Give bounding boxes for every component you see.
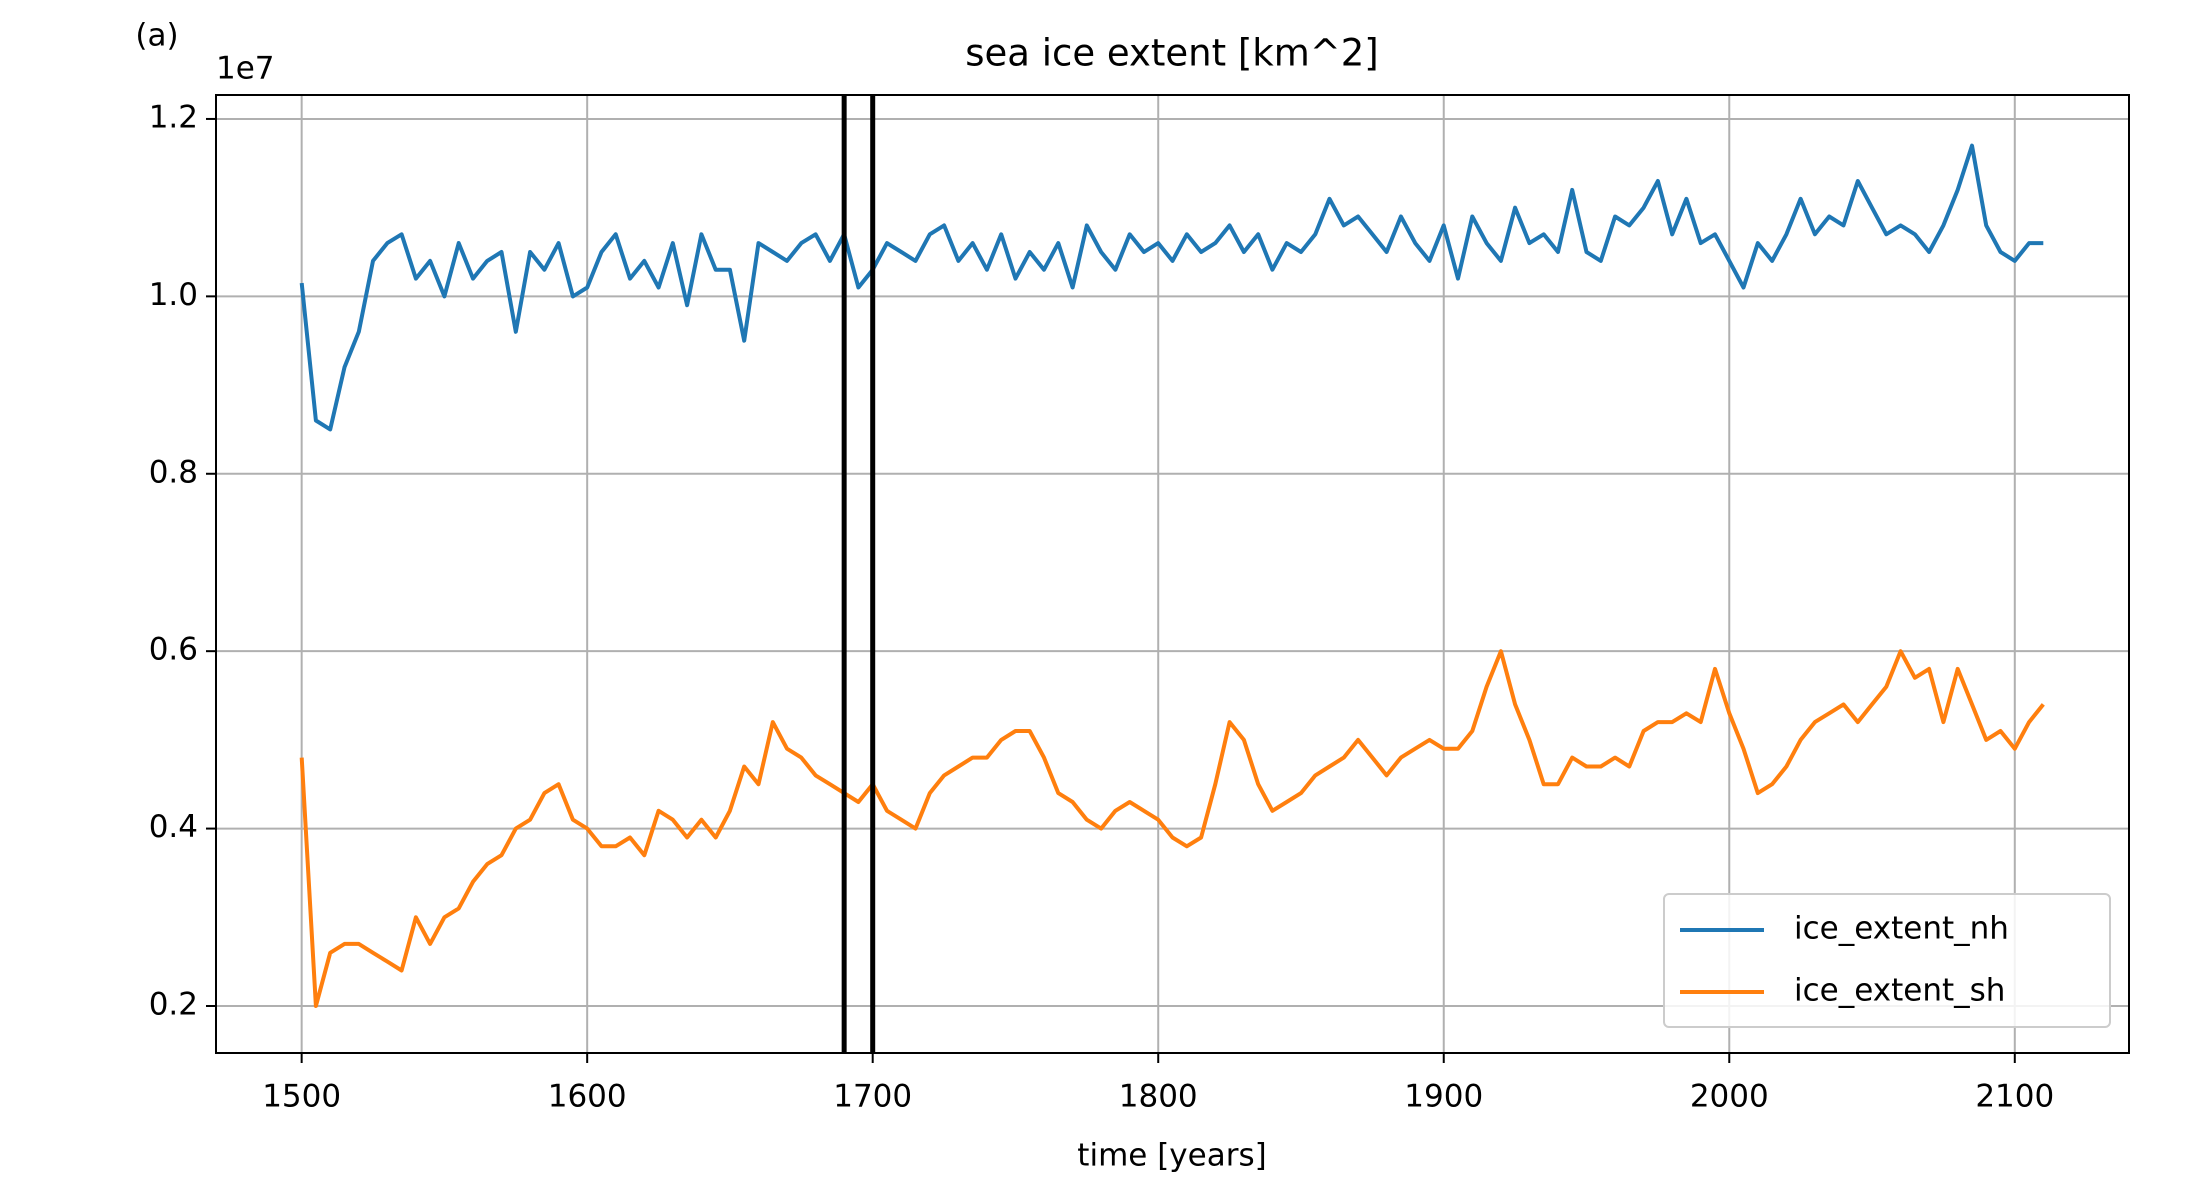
x-tick-label: 2000 xyxy=(1690,1079,1769,1115)
legend-label: ice_extent_nh xyxy=(1794,911,2009,947)
x-tick-label: 1500 xyxy=(262,1079,341,1115)
panel-label: (a) xyxy=(135,18,178,54)
x-tick-label: 1700 xyxy=(833,1079,912,1115)
y-tick-label: 0.2 xyxy=(149,986,198,1022)
y-tick-label: 0.8 xyxy=(149,454,198,490)
y-tick-label: 1.2 xyxy=(149,99,198,135)
legend-label: ice_extent_sh xyxy=(1794,973,2005,1009)
y-tick-label: 0.4 xyxy=(149,809,198,845)
data-line xyxy=(299,143,2044,432)
x-tick-label: 1600 xyxy=(548,1079,627,1115)
chart-title: sea ice extent [km^2] xyxy=(965,32,1379,75)
y-tick-label: 1.0 xyxy=(149,277,198,313)
x-tick-label: 2100 xyxy=(1975,1079,2054,1115)
x-tick-label: 1900 xyxy=(1404,1079,1483,1115)
x-axis-label: time [years] xyxy=(1077,1138,1266,1174)
data-line xyxy=(299,649,2045,1008)
x-tick-label: 1800 xyxy=(1119,1079,1198,1115)
plot-frame xyxy=(215,94,2130,1054)
legend-box xyxy=(1663,893,2111,1028)
y-tick-label: 0.6 xyxy=(149,632,198,668)
y-offset-label: 1e7 xyxy=(216,51,275,87)
